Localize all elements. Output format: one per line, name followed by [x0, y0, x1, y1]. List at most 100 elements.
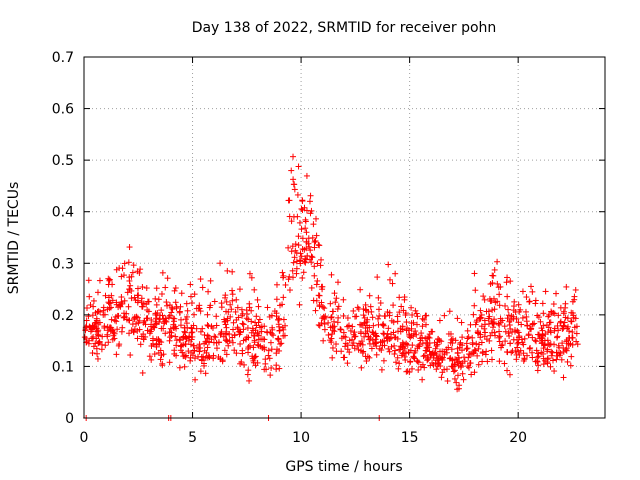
data-point: [229, 287, 236, 294]
data-point: [443, 366, 450, 373]
data-point: [295, 242, 302, 249]
data-point: [187, 281, 194, 288]
data-point: [176, 364, 183, 371]
data-point: [149, 335, 156, 342]
data-point: [451, 361, 458, 368]
data-point: [555, 327, 562, 334]
data-point: [419, 340, 426, 347]
data-point: [479, 358, 486, 365]
data-point: [320, 304, 327, 311]
data-point: [167, 334, 174, 341]
data-point: [450, 368, 457, 375]
data-point: [285, 276, 292, 283]
data-point: [409, 311, 416, 318]
data-point: [167, 325, 174, 332]
data-point: [230, 319, 237, 326]
data-point: [517, 306, 524, 313]
data-point: [256, 316, 263, 323]
data-point: [459, 359, 466, 366]
data-point: [196, 305, 203, 312]
data-point: [417, 363, 424, 370]
data-point: [472, 287, 479, 294]
data-point: [129, 269, 136, 276]
data-point: [478, 339, 485, 346]
data-point: [311, 263, 318, 270]
data-point: [157, 356, 164, 363]
data-point: [419, 323, 426, 330]
data-point: [277, 302, 284, 309]
data-point: [137, 341, 144, 348]
data-point: [119, 324, 126, 331]
data-point: [113, 351, 120, 358]
data-point: [463, 345, 470, 352]
data-point: [204, 344, 211, 351]
data-point: [149, 323, 156, 330]
data-point: [386, 336, 393, 343]
data-point: [191, 311, 198, 318]
data-point: [560, 374, 567, 381]
x-tick-label: 15: [401, 430, 419, 446]
data-point: [126, 244, 133, 251]
data-point: [473, 340, 480, 347]
data-point: [503, 279, 510, 286]
data-point: [139, 369, 146, 376]
data-point: [474, 352, 481, 359]
x-tick-label: 10: [292, 430, 310, 446]
data-point: [274, 346, 281, 353]
data-point: [540, 361, 547, 368]
data-point: [497, 283, 504, 290]
data-point: [564, 315, 571, 322]
data-point: [392, 270, 399, 277]
data-point: [307, 210, 314, 217]
data-point: [207, 277, 214, 284]
data-point: [144, 315, 151, 322]
data-point: [571, 293, 578, 300]
data-point: [178, 316, 185, 323]
data-point: [369, 314, 376, 321]
data-point: [424, 335, 431, 342]
data-point: [229, 291, 236, 298]
data-point: [381, 331, 388, 338]
data-point: [551, 310, 558, 317]
data-point: [437, 362, 444, 369]
data-point: [210, 355, 217, 362]
data-point: [186, 333, 193, 340]
data-point: [424, 357, 431, 364]
data-point: [490, 324, 497, 331]
data-point: [267, 339, 274, 346]
data-point: [572, 315, 579, 322]
data-point: [229, 297, 236, 304]
data-point: [181, 363, 188, 370]
data-point: [540, 345, 547, 352]
data-point: [96, 277, 103, 284]
data-point: [158, 291, 165, 298]
data-point: [548, 348, 555, 355]
data-point: [392, 347, 399, 354]
data-point: [204, 354, 211, 361]
data-point: [86, 323, 93, 330]
data-point: [131, 314, 138, 321]
data-point: [465, 333, 472, 340]
data-point: [321, 321, 328, 328]
y-tick-label: 0.3: [52, 256, 74, 272]
data-point: [229, 339, 236, 346]
data-point: [135, 292, 142, 299]
data-point: [457, 341, 464, 348]
data-point: [492, 299, 499, 306]
data-point: [424, 344, 431, 351]
data-point: [108, 316, 115, 323]
data-point: [117, 303, 124, 310]
data-point: [173, 325, 180, 332]
data-point: [105, 339, 112, 346]
data-point: [231, 331, 238, 338]
data-point: [311, 244, 318, 251]
data-point: [234, 304, 241, 311]
data-point: [285, 244, 292, 251]
data-point: [223, 336, 230, 343]
data-point: [194, 344, 201, 351]
data-point: [151, 351, 158, 358]
data-point: [375, 306, 382, 313]
data-point: [252, 353, 259, 360]
data-point: [133, 320, 140, 327]
data-point: [516, 333, 523, 340]
